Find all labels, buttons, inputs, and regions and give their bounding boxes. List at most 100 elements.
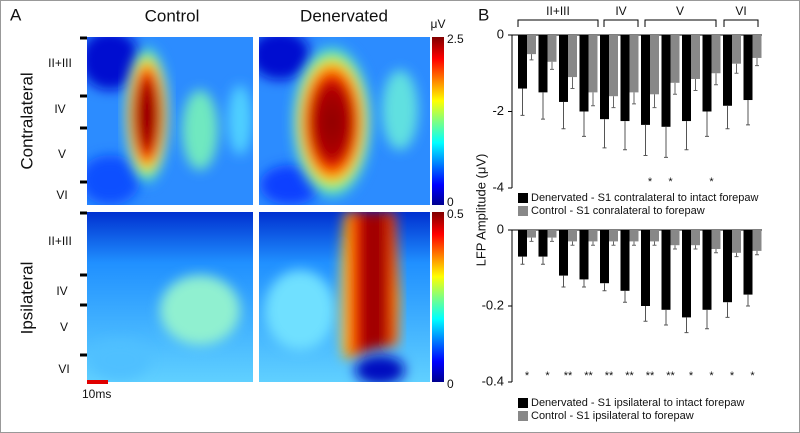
bar — [527, 35, 536, 55]
error-bar — [623, 290, 627, 303]
bar — [732, 35, 741, 64]
significance: ** — [625, 370, 634, 382]
significance: * — [709, 370, 714, 382]
bar — [641, 230, 650, 306]
error-bar — [582, 279, 586, 288]
error-bar — [591, 92, 595, 107]
y-tick-label: 0 — [497, 221, 504, 236]
error-bar — [541, 256, 545, 265]
bar — [518, 230, 527, 257]
error-bar — [561, 101, 566, 130]
heatmap — [259, 37, 430, 205]
column-title: Control — [145, 6, 200, 25]
error-bar — [570, 241, 575, 246]
error-bar — [611, 96, 616, 109]
error-bar — [541, 92, 545, 120]
error-bar — [664, 309, 668, 326]
layer-label: VI — [735, 4, 746, 18]
row-title: Contralateral — [17, 72, 36, 169]
bar — [691, 35, 700, 79]
y-tick-label: -0.2 — [482, 297, 504, 312]
y-tick-label: -0.4 — [482, 373, 504, 388]
bar — [752, 230, 762, 251]
bar — [559, 230, 568, 276]
error-bar — [561, 275, 566, 288]
y-tick-label: -4 — [492, 179, 504, 194]
heatmap — [87, 212, 253, 382]
bar — [609, 230, 618, 242]
colorbar-label: 0 — [447, 195, 454, 209]
error-bar — [664, 126, 668, 158]
error-bar — [623, 121, 627, 151]
error-bar — [529, 54, 534, 61]
bar — [518, 35, 527, 89]
error-bar — [693, 245, 698, 250]
layer-label: V — [60, 320, 68, 334]
legend-swatch — [518, 206, 528, 216]
bar — [752, 35, 762, 58]
error-bar — [570, 77, 575, 90]
colorbar-unit: μV — [431, 17, 446, 31]
bar — [538, 230, 548, 257]
significance: ** — [605, 370, 614, 382]
error-bar — [520, 88, 525, 116]
layer-label: IV — [54, 102, 65, 116]
error-bar — [684, 121, 689, 151]
error-bar — [550, 61, 554, 70]
bar — [691, 230, 700, 246]
bar — [568, 35, 577, 78]
error-bar — [725, 105, 730, 130]
error-bar — [550, 237, 554, 242]
colorbar-label: 0 — [447, 377, 454, 391]
bar — [620, 35, 630, 122]
bar — [527, 230, 536, 238]
significance: ** — [646, 370, 655, 382]
legend-label: Control - S1 conralateral to forepaw — [531, 205, 705, 217]
bar — [661, 35, 671, 127]
layer-label: II+III — [48, 234, 72, 248]
heatmap — [259, 212, 430, 382]
significance: ** — [584, 370, 593, 382]
layer-ticks — [80, 36, 87, 357]
error-bar — [602, 283, 607, 292]
significance: * — [709, 176, 714, 188]
colorbar-label: 0.5 — [447, 207, 464, 221]
error-bar — [734, 63, 739, 74]
column-title: Denervated — [300, 6, 388, 25]
error-bar — [746, 294, 750, 307]
significance: ** — [666, 370, 675, 382]
significance: * — [525, 370, 530, 382]
y-tick-label: 0 — [497, 26, 504, 41]
colorbar — [432, 212, 444, 382]
y-axis-label: LFP Amplitude (μV) — [473, 154, 488, 267]
bar — [711, 35, 721, 74]
y-tick-label: -2 — [492, 103, 504, 118]
bar — [579, 230, 589, 280]
bar — [661, 230, 671, 310]
legend-label: Control - S1 ipsilateral to forepaw — [531, 410, 694, 422]
legend-swatch — [518, 411, 528, 421]
bar — [650, 35, 659, 95]
error-bar — [746, 100, 750, 126]
bar — [711, 230, 721, 249]
legend-label: Denervated - S1 contralateral to intact … — [531, 192, 759, 204]
row-title: Ipsilateral — [17, 262, 36, 335]
error-bar — [725, 302, 730, 318]
error-bar — [643, 306, 648, 322]
layer-label: IV — [56, 284, 67, 298]
colorbar — [432, 37, 444, 205]
panel-label: A — [10, 5, 22, 24]
bar — [723, 35, 732, 106]
layer-label: V — [58, 147, 66, 161]
significance: * — [689, 370, 694, 382]
layer-label: II+III — [48, 56, 72, 70]
error-bar — [652, 94, 657, 109]
legend-label: Denervated - S1 ipsilateral to intact fo… — [531, 397, 744, 409]
error-bar — [734, 252, 739, 258]
layer-label: VI — [58, 362, 69, 376]
bar — [538, 35, 548, 93]
layer-label: IV — [615, 4, 626, 18]
error-bar — [520, 256, 525, 265]
bar — [588, 230, 598, 242]
